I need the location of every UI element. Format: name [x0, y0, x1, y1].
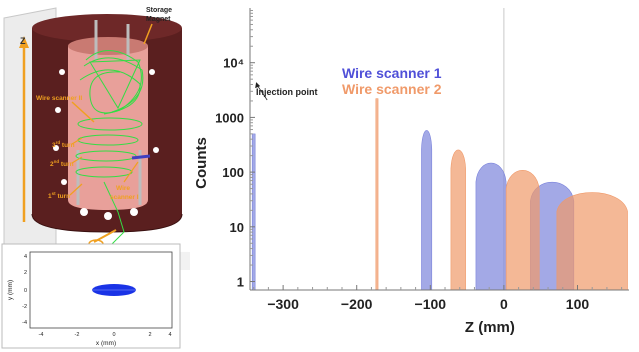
x-tick-label: −200	[341, 296, 373, 312]
inset-xlabel: x (mm)	[96, 340, 116, 347]
wire-scanner-1-bar	[131, 154, 151, 160]
series-1-peak-3	[475, 163, 507, 291]
series-2-peak-2	[450, 149, 466, 291]
inset-ytick: 0	[24, 288, 27, 294]
chart-canvas: 1 10 100 1000 10⁴ −300 −200 −100 0 100 Wire scann…	[193, 8, 629, 336]
z-arrow-head	[19, 36, 29, 48]
series-1-peak-1	[251, 133, 256, 291]
muon-orbit	[75, 50, 144, 247]
annotation-arrowhead	[255, 82, 261, 89]
y-tick-label: 1	[237, 275, 244, 290]
series-2-peak-4	[556, 192, 628, 291]
wire-scanner-1-label-line1: Wire	[116, 185, 130, 192]
x-tick-label: 100	[566, 296, 590, 312]
y-tick-label: 1000	[215, 110, 244, 125]
y-tick-label: 10⁴	[223, 56, 244, 71]
y-axis-label: Counts	[193, 137, 210, 189]
x-tick-label: −100	[415, 296, 447, 312]
inset-ytick: 2	[24, 270, 27, 276]
inset-frame	[1, 243, 181, 349]
x-axis-label: Z (mm)	[465, 319, 515, 336]
annotation-arrow	[256, 84, 268, 101]
y-tick-label: 10	[230, 220, 244, 235]
turn-label-2: 2nd turn	[50, 159, 74, 168]
wire-scanner-2-label: Wire scanner II	[36, 95, 82, 102]
ws2-pointer	[71, 101, 95, 123]
series-1-peak-2	[421, 130, 433, 291]
series-2-peak-1	[375, 98, 379, 291]
legend-wire-scanner-1: Wire scanner 1	[342, 65, 442, 81]
series-2-peak-3	[505, 170, 540, 291]
beam-profile-inset: -4 -2 0 2 4 4 2 0 -2 -4 x (mm) y (mm)	[1, 243, 181, 349]
inset-xtick: 4	[168, 332, 171, 338]
inset-axes	[29, 251, 173, 329]
injection-point-annotation: Injection point	[256, 87, 318, 97]
inset-xtick: 0	[112, 332, 115, 338]
cylinder-top	[32, 14, 182, 42]
x-tick-label: −300	[267, 296, 299, 312]
inset-xtick: -2	[75, 332, 80, 338]
storage-magnet-diagram: Z Stor	[0, 0, 190, 352]
storage-label-line1: Storage	[146, 7, 172, 14]
turn-label-1: 1st turn	[48, 191, 70, 200]
x-tick-label: 0	[500, 296, 508, 312]
z-axis-label: Z	[20, 36, 26, 46]
y-tick-label: 100	[222, 165, 244, 180]
inset-xtick: -4	[39, 332, 44, 338]
turn-label-3: 3rd turn	[52, 140, 75, 149]
inset-ytick: 4	[24, 254, 27, 260]
inset-ytick: -4	[22, 320, 27, 326]
inset-ylabel: y (mm)	[7, 280, 14, 300]
storage-label-line2: Magnet	[146, 16, 171, 23]
legend-wire-scanner-2: Wire scanner 2	[342, 81, 442, 97]
inset-xtick: 2	[148, 332, 151, 338]
counts-vs-z-chart: 1 10 100 1000 10⁴ −300 −200 −100 0 100 Wire scann…	[192, 0, 639, 352]
inset-ytick: -2	[22, 304, 27, 310]
magnet-illustration: Z Stor	[1, 7, 190, 349]
wire-scanner-1-label-line2: scanner I	[110, 194, 139, 201]
storage-pointer	[143, 23, 153, 45]
rim-dots	[53, 69, 159, 220]
